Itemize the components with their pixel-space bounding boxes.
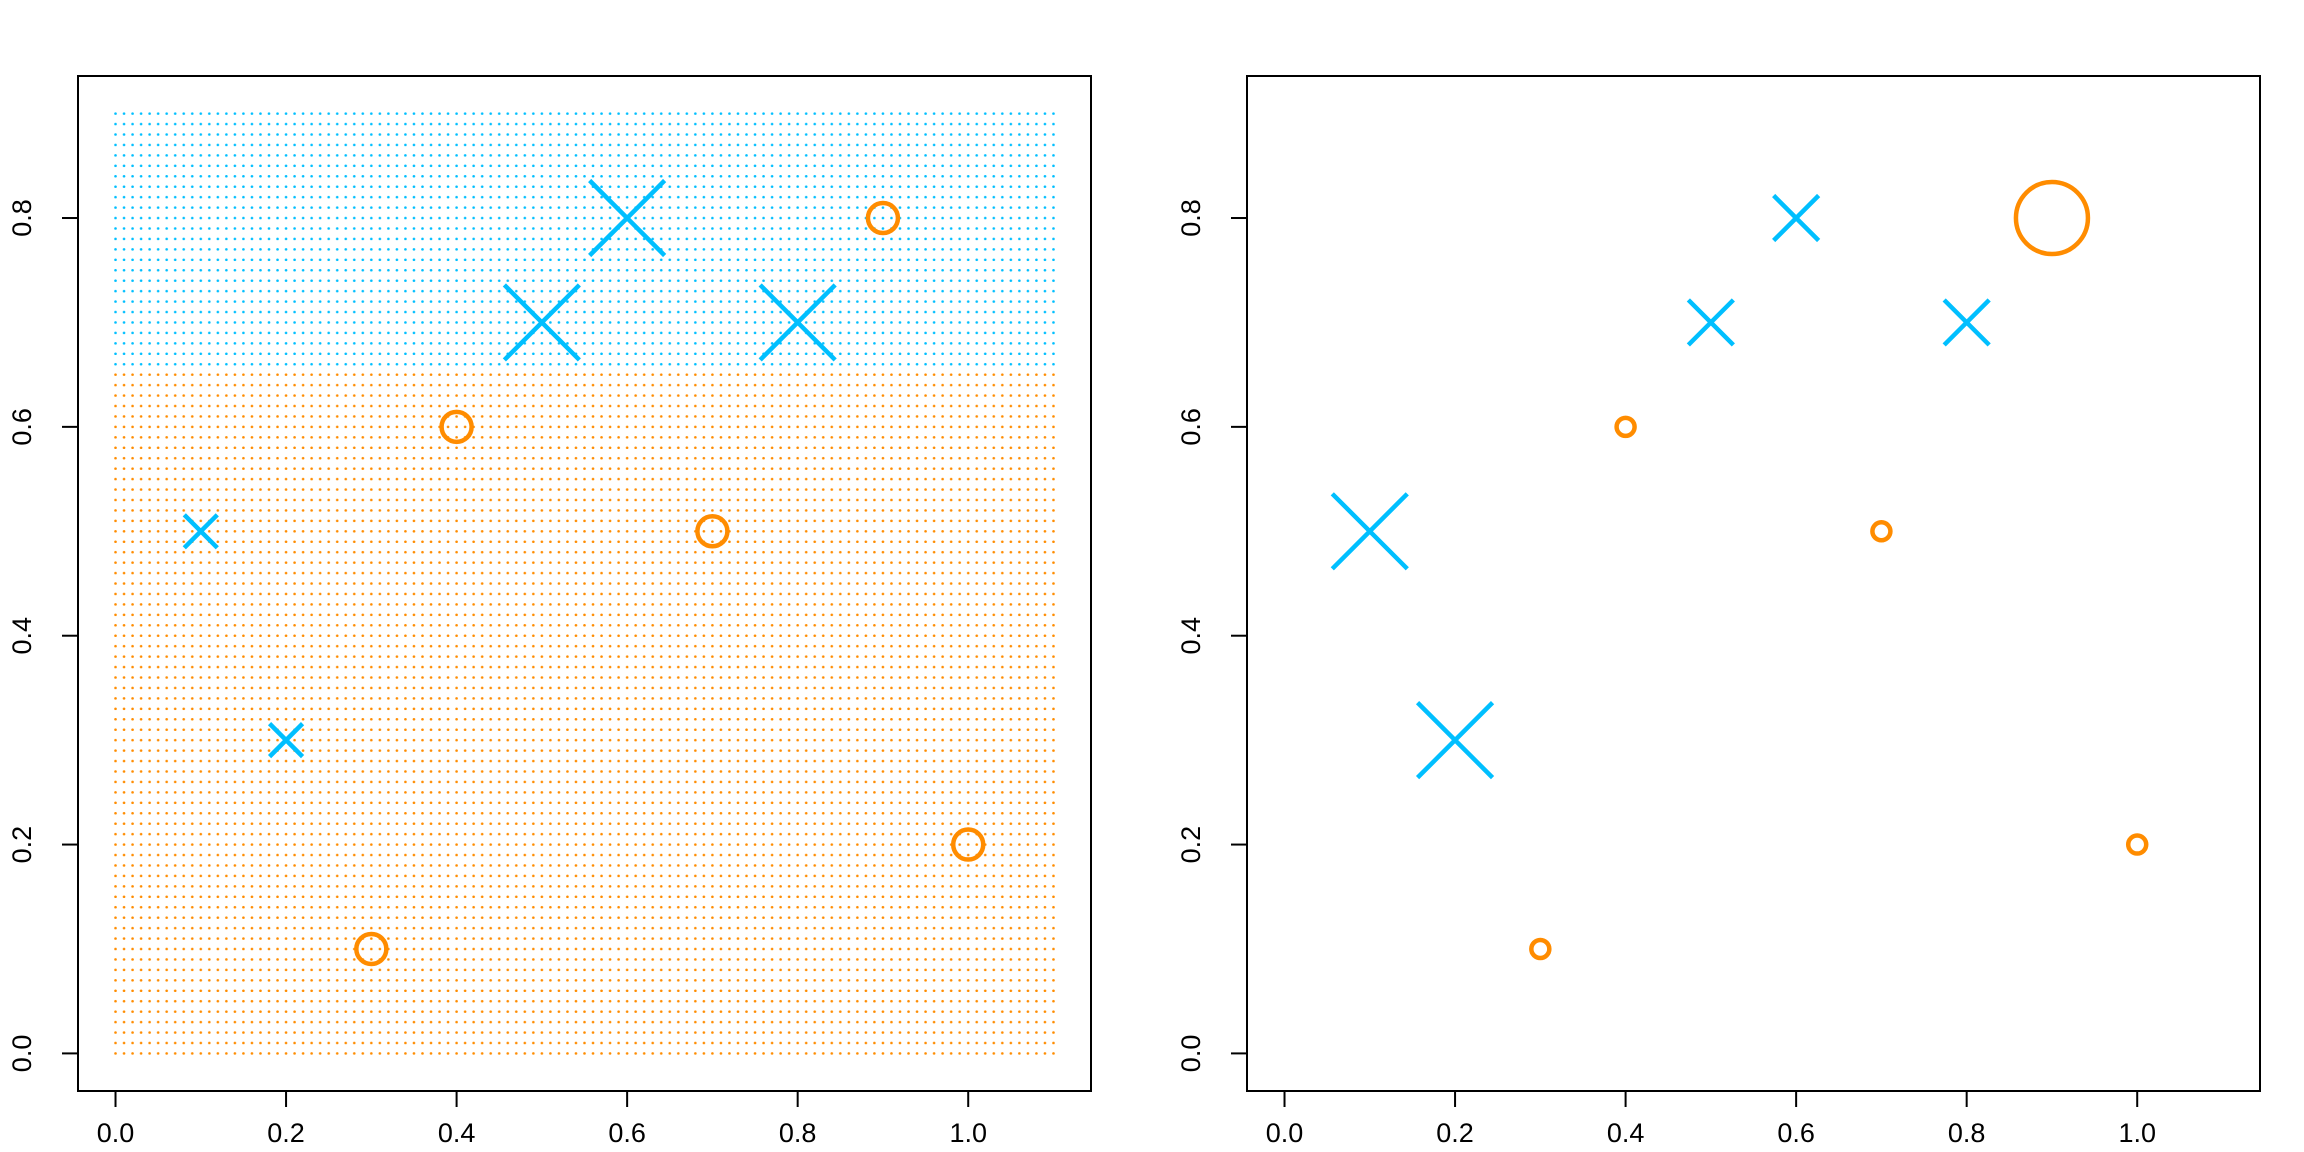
x-tick-label: 0.4 xyxy=(1607,1118,1645,1148)
decision-region xyxy=(111,369,1058,1059)
circle-point xyxy=(439,409,474,445)
y-tick-label: 0.6 xyxy=(7,408,37,446)
circle-point xyxy=(2125,833,2149,856)
x-tick-label: 0.0 xyxy=(97,1118,135,1148)
circle-point xyxy=(865,200,901,236)
x-tick-label: 0.2 xyxy=(1436,1118,1474,1148)
circle-point xyxy=(2013,179,2091,257)
cross-point xyxy=(758,283,837,362)
cross-point xyxy=(1942,298,1991,347)
cross-point xyxy=(1415,701,1495,780)
x-tick-label: 0.8 xyxy=(779,1118,817,1148)
cross-point xyxy=(182,513,219,550)
circle-point xyxy=(1870,520,1893,543)
cross-point xyxy=(1330,492,1409,571)
circle-point xyxy=(695,514,730,549)
circle-point xyxy=(1529,937,1552,961)
x-tick-label: 1.0 xyxy=(2118,1118,2156,1148)
cross-point xyxy=(502,283,581,362)
x-tick-label: 0.6 xyxy=(608,1118,646,1148)
y-tick-label: 0.4 xyxy=(1176,617,1206,655)
x-tick-label: 0.0 xyxy=(1266,1118,1304,1148)
cross-point xyxy=(1772,193,1821,243)
cross-point xyxy=(267,722,305,759)
y-tick-label: 0.0 xyxy=(7,1035,37,1073)
x-tick-label: 0.6 xyxy=(1777,1118,1815,1148)
y-tick-label: 0.2 xyxy=(7,826,37,864)
y-tick-label: 0.6 xyxy=(1176,408,1206,446)
x-tick-label: 0.8 xyxy=(1948,1118,1986,1148)
x-tick-label: 0.4 xyxy=(438,1118,476,1148)
x-tick-label: 0.2 xyxy=(267,1118,305,1148)
circle-point xyxy=(354,931,389,967)
y-tick-label: 0.8 xyxy=(1176,199,1206,237)
y-tick-label: 0.2 xyxy=(1176,826,1206,864)
y-tick-label: 0.4 xyxy=(7,617,37,655)
x-tick-label: 1.0 xyxy=(949,1118,987,1148)
decision-region xyxy=(111,108,1058,370)
circle-point xyxy=(1614,415,1637,439)
y-tick-label: 0.8 xyxy=(7,199,37,237)
y-tick-label: 0.0 xyxy=(1176,1035,1206,1073)
cross-point xyxy=(588,178,667,258)
cross-point xyxy=(1686,298,1735,347)
circle-point xyxy=(950,827,986,862)
plot-frame xyxy=(1246,75,2261,1092)
